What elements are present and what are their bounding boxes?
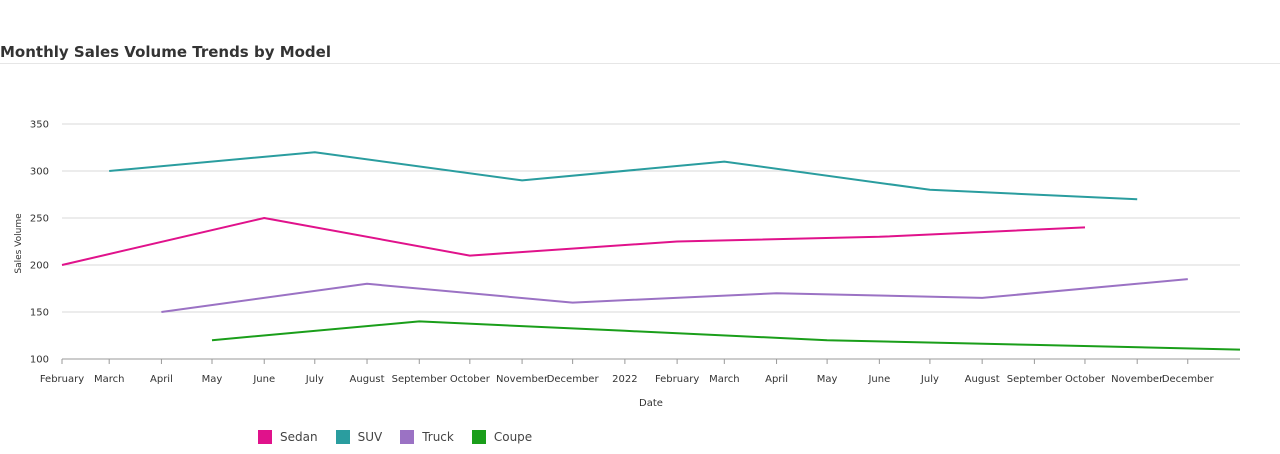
legend-item-sedan[interactable]: Sedan — [258, 430, 318, 444]
legend-label: SUV — [357, 430, 383, 444]
x-tick-label: July — [920, 374, 939, 385]
x-tick-label: February — [40, 374, 84, 385]
legend-swatch — [335, 430, 350, 444]
x-tick-label: August — [350, 374, 385, 385]
x-tick-label: October — [450, 374, 491, 385]
x-tick-label: May — [817, 374, 838, 385]
y-tick-label: 200 — [30, 261, 49, 272]
legend: Sedan SUV Truck Coupe — [258, 430, 550, 444]
x-tick-label: July — [305, 374, 324, 385]
y-tick-label: 150 — [30, 308, 49, 319]
chart-title: Monthly Sales Volume Trends by Model — [0, 43, 331, 61]
series-line-truck — [161, 278, 1188, 313]
x-tick-label: May — [202, 374, 223, 385]
legend-item-coupe[interactable]: Coupe — [471, 430, 533, 444]
legend-swatch — [471, 430, 486, 444]
y-axis-label: Sales Volume — [14, 213, 24, 274]
x-tick-label: October — [1065, 374, 1106, 385]
x-tick-label: March — [709, 374, 739, 385]
legend-swatch — [258, 430, 272, 444]
x-tick-label: December — [547, 374, 600, 385]
legend-label: Sedan — [280, 430, 318, 444]
x-tick-label: November — [1111, 374, 1164, 385]
y-tick-label: 250 — [30, 214, 49, 225]
legend-label: Coupe — [493, 430, 533, 444]
x-tick-label: August — [965, 374, 1000, 385]
series-line-suv — [109, 151, 1138, 201]
x-tick-label: April — [765, 374, 788, 385]
series-lines — [61, 151, 1241, 351]
legend-item-truck[interactable]: Truck — [400, 430, 454, 444]
x-tick-label: June — [252, 374, 275, 385]
y-tick-label: 350 — [30, 120, 49, 131]
y-tick-label: 300 — [30, 167, 49, 178]
x-tick-label: April — [150, 374, 173, 385]
x-axis-label: Date — [639, 398, 663, 409]
series-line-coupe — [211, 320, 1241, 351]
legend-label: Truck — [422, 430, 454, 444]
x-tick-label: December — [1162, 374, 1215, 385]
line-chart: 100 150 200 250 300 350 February March April May J… — [14, 120, 1241, 409]
legend-item-suv[interactable]: SUV — [335, 430, 383, 444]
x-tick-label: June — [867, 374, 890, 385]
x-tick-label: November — [496, 374, 549, 385]
x-tick-label: 2022 — [612, 374, 637, 385]
y-tick-label: 100 — [30, 355, 49, 366]
axes: 100 150 200 250 300 350 February March April May J… — [30, 120, 1240, 385]
series-line-sedan — [61, 217, 1086, 266]
title-divider — [0, 63, 1280, 64]
x-tick-label: February — [655, 374, 699, 385]
x-tick-label: September — [392, 374, 448, 385]
legend-swatch — [400, 430, 415, 444]
x-tick-label: March — [94, 374, 124, 385]
x-tick-label: September — [1007, 374, 1063, 385]
